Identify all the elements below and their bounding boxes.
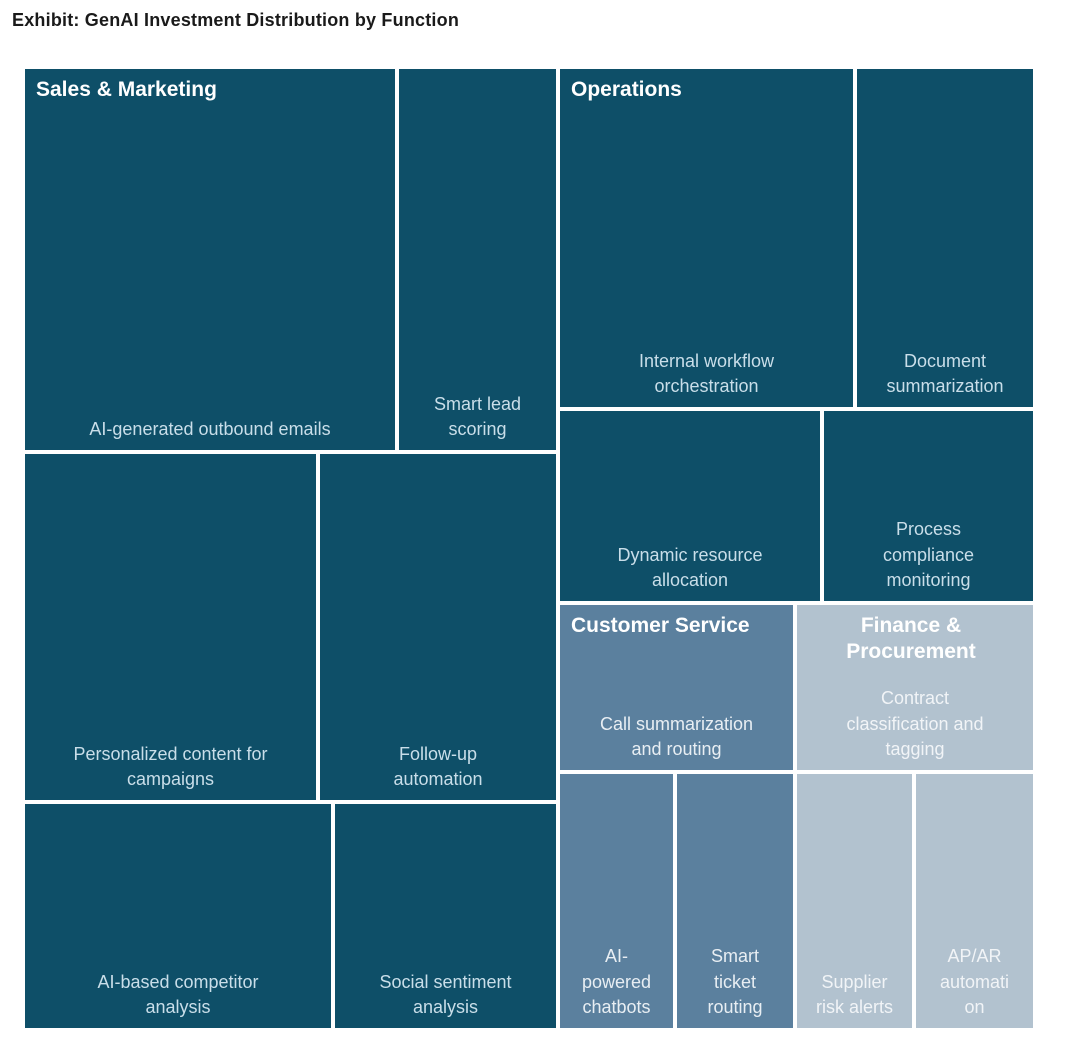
tile-label: AP/AR automation: [939, 946, 1010, 1018]
treemap-tile-call-summarization-and-routing: Customer Service Call summarization and …: [560, 605, 793, 770]
treemap-tile-social-sentiment-analysis: Social sentiment analysis: [335, 804, 556, 1028]
treemap-chart: Sales & Marketing AI-generated outbound …: [25, 69, 1033, 1028]
tile-label: Document summarization: [886, 350, 1004, 397]
group-header-sales-marketing: Sales & Marketing: [36, 78, 217, 101]
tile-label: Call summarization and routing: [599, 713, 754, 760]
tile-label: Internal workflow orchestration: [638, 350, 775, 397]
tile-label: Smart lead scoring: [433, 393, 522, 440]
tile-label: AI-generated outbound emails: [89, 419, 331, 440]
treemap-tile-contract-classification-and-tagging: Finance & Procurement Contract classific…: [797, 605, 1033, 770]
treemap-tile-ai-generated-outbound-emails: Sales & Marketing AI-generated outbound …: [25, 69, 395, 450]
treemap-tile-follow-up-automation: Follow-up automation: [320, 454, 556, 800]
tile-label: Process compliance monitoring: [882, 519, 975, 591]
treemap-tile-internal-workflow-orchestration: Operations Internal workflow orchestrati…: [560, 69, 853, 407]
tile-label: Dynamic resource allocation: [617, 544, 763, 591]
treemap-tile-document-summarization: Document summarization: [857, 69, 1033, 407]
group-header-customer-service: Customer Service: [571, 614, 750, 637]
page-title: Exhibit: GenAI Investment Distribution b…: [12, 10, 460, 30]
treemap-tile-ai-powered-chatbots: AI-powered chatbots: [560, 774, 673, 1028]
tile-label: AI-powered chatbots: [581, 946, 652, 1018]
tile-label: Contract classification and tagging: [846, 688, 984, 760]
tile-label: Supplier risk alerts: [815, 971, 893, 1018]
tile-label: Smart ticket routing: [707, 946, 763, 1018]
group-header-operations: Operations: [571, 78, 682, 101]
tile-label: AI-based competitor analysis: [97, 971, 259, 1018]
tile-label: Follow-up automation: [393, 743, 483, 790]
tile-label: Personalized content for campaigns: [73, 743, 268, 790]
group-header-finance-procurement: Finance & Procurement: [846, 614, 976, 664]
treemap-tile-process-compliance-monitoring: Process compliance monitoring: [824, 411, 1033, 601]
treemap-tile-smart-ticket-routing: Smart ticket routing: [677, 774, 793, 1028]
treemap-tile-ap-ar-automation: AP/AR automation: [916, 774, 1033, 1028]
tile-label: Social sentiment analysis: [379, 971, 512, 1018]
treemap-tile-ai-based-competitor-analysis: AI-based competitor analysis: [25, 804, 331, 1028]
treemap-tile-personalized-content-for-campaigns: Personalized content for campaigns: [25, 454, 316, 800]
treemap-tile-dynamic-resource-allocation: Dynamic resource allocation: [560, 411, 820, 601]
treemap-tile-supplier-risk-alerts: Supplier risk alerts: [797, 774, 912, 1028]
treemap-tile-smart-lead-scoring: Smart lead scoring: [399, 69, 556, 450]
